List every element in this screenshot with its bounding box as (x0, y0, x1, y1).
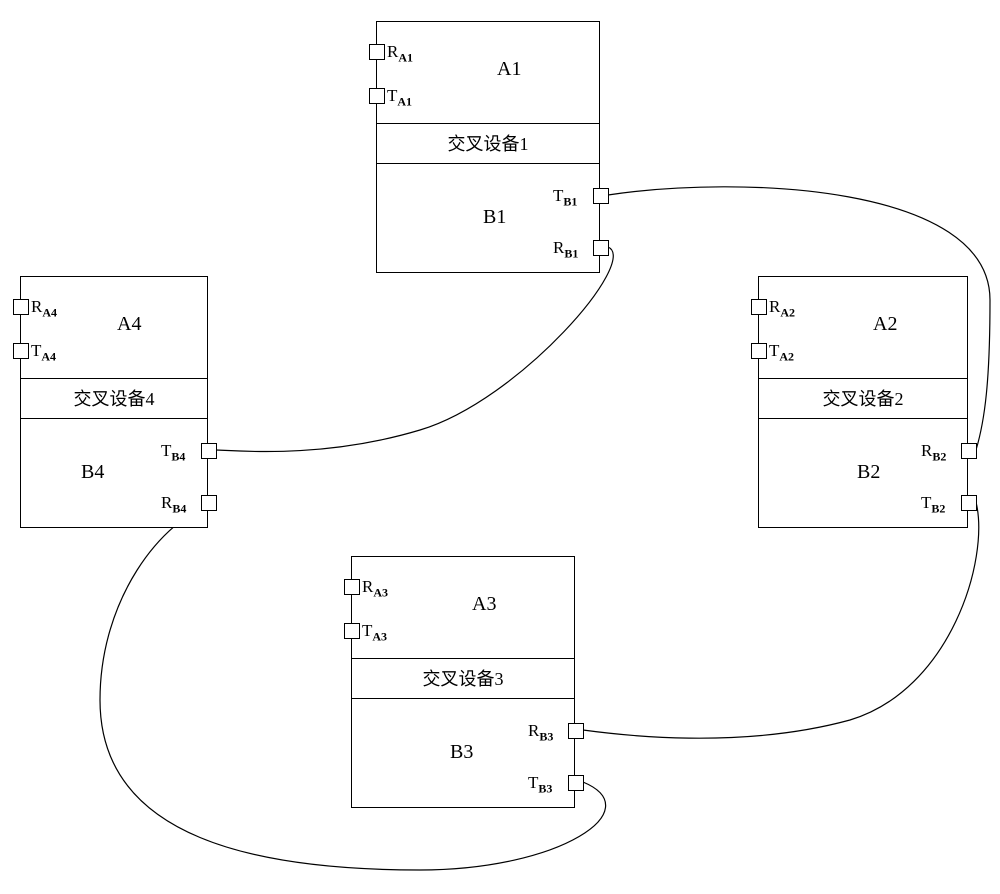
port-box (961, 443, 977, 459)
port-sub: A4 (41, 349, 56, 363)
port-sub: A4 (42, 305, 57, 319)
port-name: R (161, 493, 172, 512)
label-a: A3 (472, 593, 496, 616)
port-name: R (528, 721, 539, 740)
port-label: RA1 (387, 42, 413, 65)
port-box (13, 343, 29, 359)
label-b: B2 (857, 461, 880, 484)
label-a: A4 (117, 313, 141, 336)
port-sub: A3 (373, 585, 388, 599)
section-a: A3RA3TA3 (352, 557, 574, 659)
port-sub: A1 (398, 50, 413, 64)
port-box (201, 495, 217, 511)
label-b: B3 (450, 741, 473, 764)
port-label: TA3 (362, 621, 387, 644)
label-a: A1 (497, 58, 521, 81)
port-label: RA2 (769, 297, 795, 320)
diagram-canvas: A1RA1TA1交叉设备1B1TB1RB1A2RA2TA2交叉设备2B2RB2T… (0, 0, 1000, 894)
port-name: R (387, 42, 398, 61)
port-box (751, 299, 767, 315)
port-box (568, 723, 584, 739)
device-dev4: A4RA4TA4交叉设备4B4TB4RB4 (20, 276, 208, 528)
port-label: RA4 (31, 297, 57, 320)
port-box (593, 240, 609, 256)
port-sub: B1 (564, 246, 578, 260)
port-box (593, 188, 609, 204)
label-b: B4 (81, 461, 104, 484)
device-dev2: A2RA2TA2交叉设备2B2RB2TB2 (758, 276, 968, 528)
port-name: T (921, 493, 931, 512)
port-label: TB1 (553, 186, 577, 209)
section-cross: 交叉设备4 (21, 379, 207, 419)
port-sub: A2 (780, 305, 795, 319)
port-box (344, 623, 360, 639)
device-dev1: A1RA1TA1交叉设备1B1TB1RB1 (376, 21, 600, 273)
port-sub: B3 (539, 729, 553, 743)
section-cross: 交叉设备1 (377, 124, 599, 164)
port-sub: A2 (779, 349, 794, 363)
label-a: A2 (873, 313, 897, 336)
port-sub: B2 (932, 449, 946, 463)
port-name: R (362, 577, 373, 596)
port-label: RB2 (921, 441, 946, 464)
port-label: TB3 (528, 773, 552, 796)
port-box (568, 775, 584, 791)
port-name: R (769, 297, 780, 316)
port-label: TA4 (31, 341, 56, 364)
port-name: T (769, 341, 779, 360)
port-box (13, 299, 29, 315)
port-name: T (31, 341, 41, 360)
port-box (369, 88, 385, 104)
port-sub: B4 (172, 501, 186, 515)
port-label: TB4 (161, 441, 185, 464)
port-box (344, 579, 360, 595)
port-label: RB3 (528, 721, 553, 744)
device-dev3: A3RA3TA3交叉设备3B3RB3TB3 (351, 556, 575, 808)
section-b: B2RB2TB2 (759, 419, 967, 529)
port-sub: B2 (931, 501, 945, 515)
port-sub: B3 (538, 781, 552, 795)
section-cross: 交叉设备3 (352, 659, 574, 699)
wire (583, 502, 979, 738)
port-name: R (31, 297, 42, 316)
section-a: A2RA2TA2 (759, 277, 967, 379)
port-label: RB4 (161, 493, 186, 516)
port-name: T (362, 621, 372, 640)
port-name: T (161, 441, 171, 460)
wire (216, 247, 613, 452)
port-label: RA3 (362, 577, 388, 600)
port-box (751, 343, 767, 359)
port-name: T (387, 86, 397, 105)
port-sub: A1 (397, 94, 412, 108)
port-label: RB1 (553, 238, 578, 261)
section-b: B1TB1RB1 (377, 164, 599, 274)
section-a: A1RA1TA1 (377, 22, 599, 124)
port-sub: A3 (372, 629, 387, 643)
section-cross: 交叉设备2 (759, 379, 967, 419)
port-box (201, 443, 217, 459)
port-sub: B4 (171, 449, 185, 463)
section-a: A4RA4TA4 (21, 277, 207, 379)
port-label: TB2 (921, 493, 945, 516)
section-b: B3RB3TB3 (352, 699, 574, 809)
port-box (369, 44, 385, 60)
port-box (961, 495, 977, 511)
port-name: T (528, 773, 538, 792)
port-label: TA1 (387, 86, 412, 109)
port-name: T (553, 186, 563, 205)
section-b: B4TB4RB4 (21, 419, 207, 529)
label-b: B1 (483, 206, 506, 229)
port-label: TA2 (769, 341, 794, 364)
port-name: R (553, 238, 564, 257)
port-name: R (921, 441, 932, 460)
port-sub: B1 (563, 194, 577, 208)
